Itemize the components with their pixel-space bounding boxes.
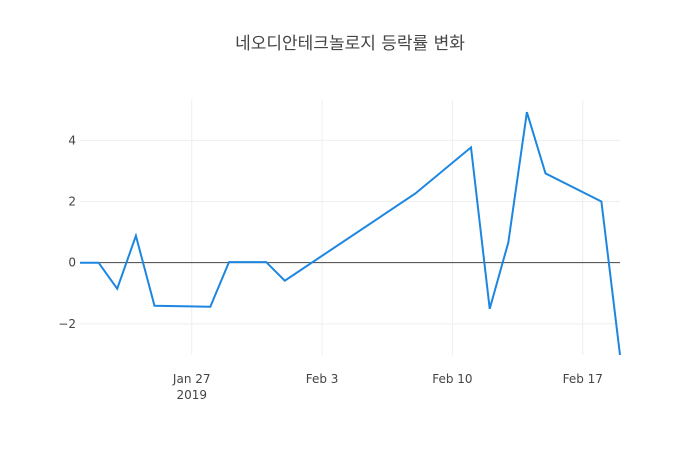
y-tick-label: 4 xyxy=(68,133,76,147)
x-tick-sublabel: 2019 xyxy=(176,388,207,402)
x-tick-label: Feb 3 xyxy=(306,372,339,386)
y-tick-label: 0 xyxy=(68,256,76,270)
line xyxy=(80,111,621,356)
x-tick-label: Feb 17 xyxy=(563,372,603,386)
y-tick-label: −2 xyxy=(58,317,76,331)
x-tick-label: Feb 10 xyxy=(432,372,472,386)
chart-title: 네오디안테크놀로지 등락률 변화 xyxy=(235,34,465,54)
y-tick-label: 2 xyxy=(68,195,76,209)
x-tick-label: Jan 27 xyxy=(172,372,211,386)
